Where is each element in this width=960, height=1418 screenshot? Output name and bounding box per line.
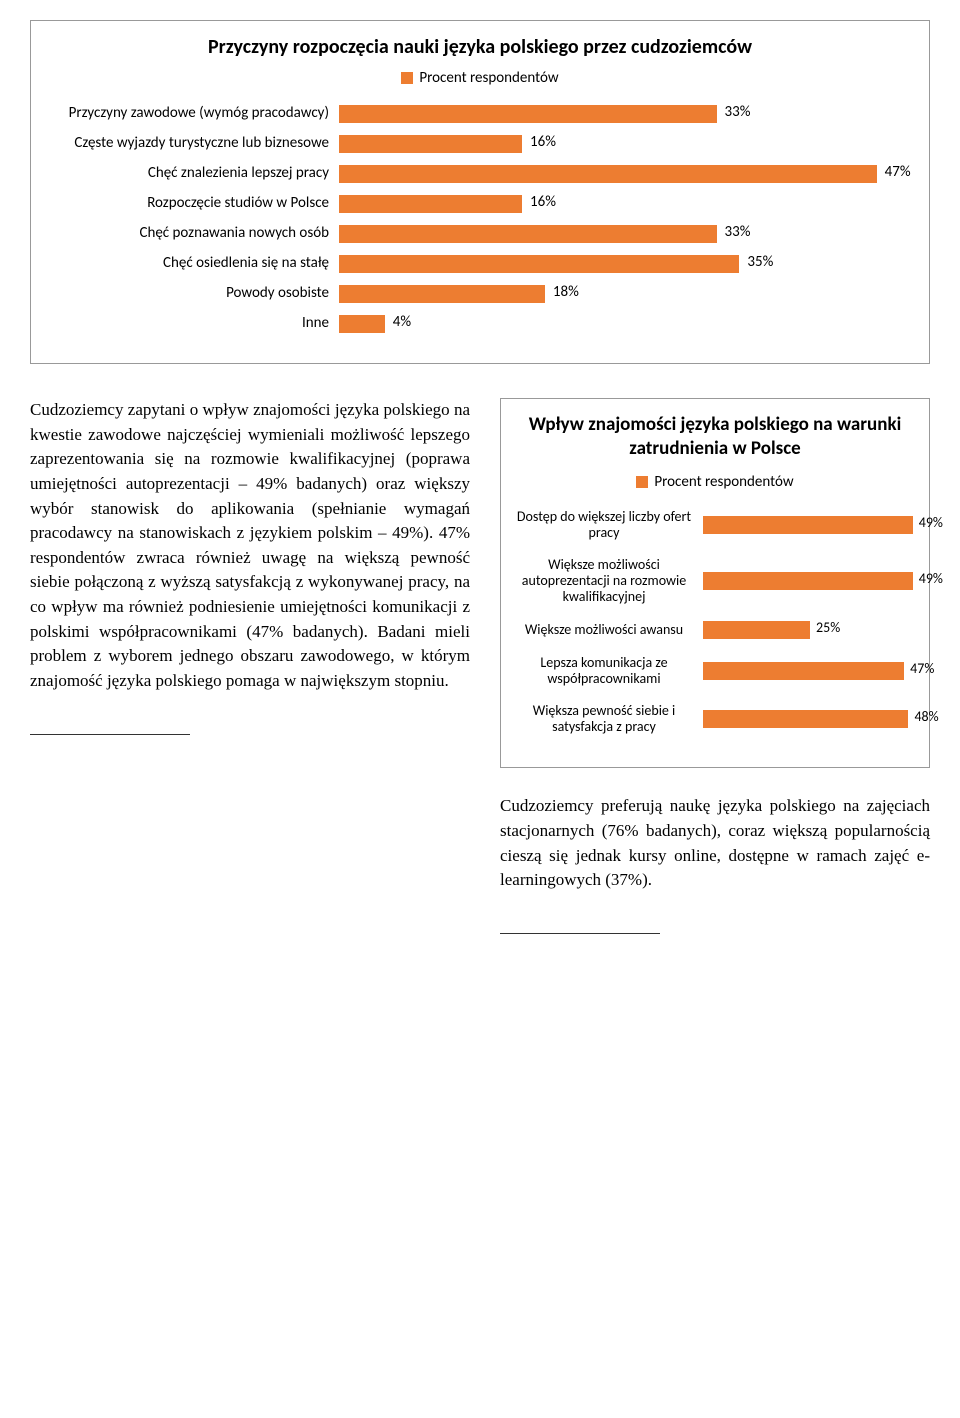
chart1-row: Powody osobiste 18% — [49, 285, 911, 303]
chart1-row: Chęć osiedlenia się na stałę 35% — [49, 255, 911, 273]
chart1-bar-value: 47% — [885, 163, 911, 181]
chart1-row: Rozpoczęcie studiów w Polsce 16% — [49, 195, 911, 213]
chart1-bar-track: 33% — [339, 225, 911, 243]
chart2-bar-value: 25% — [816, 619, 840, 636]
chart2-row: Większe możliwości autoprezentacji na ro… — [513, 557, 917, 605]
chart2-row: Większa pewność siebie i satysfakcja z p… — [513, 703, 917, 735]
chart2-bar-track: 48% — [703, 710, 917, 728]
chart1-bar-fill — [339, 285, 545, 303]
chart1-bar-fill — [339, 135, 522, 153]
chart2-bar-value: 48% — [914, 708, 938, 725]
chart1-bar-value: 35% — [747, 253, 773, 271]
chart1-row: Częste wyjazdy turystyczne lub biznesowe… — [49, 135, 911, 153]
chart2-bar-track: 49% — [703, 572, 917, 590]
chart2-bar-track: 49% — [703, 516, 917, 534]
left-paragraph: Cudzoziemcy zapytani o wpływ znajomości … — [30, 398, 470, 694]
chart1-row: Chęć znalezienia lepszej pracy 47% — [49, 165, 911, 183]
chart1-bar-value: 18% — [553, 283, 579, 301]
chart1-bar-value: 33% — [725, 103, 751, 121]
chart1-bar-fill — [339, 225, 717, 243]
chart1-row: Inne 4% — [49, 315, 911, 333]
impact-chart: Wpływ znajomości języka polskiego na war… — [500, 398, 930, 768]
chart2-row: Większe możliwości awansu 25% — [513, 621, 917, 639]
chart1-bar-fill — [339, 315, 385, 333]
chart1-bar-label: Chęć osiedlenia się na stałę — [49, 255, 339, 272]
chart1-bar-track: 4% — [339, 315, 911, 333]
footnote-rule-left — [30, 734, 190, 735]
chart1-bar-fill — [339, 105, 717, 123]
chart1-bar-label: Rozpoczęcie studiów w Polsce — [49, 195, 339, 212]
chart2-bar-label: Większe możliwości awansu — [513, 622, 703, 638]
chart2-bar-fill — [703, 662, 904, 680]
left-column: Cudzoziemcy zapytani o wpływ znajomości … — [30, 398, 470, 934]
chart1-bar-fill — [339, 165, 877, 183]
right-paragraph: Cudzoziemcy preferują naukę języka polsk… — [500, 794, 930, 893]
chart1-bar-track: 16% — [339, 135, 911, 153]
chart2-bar-track: 25% — [703, 621, 917, 639]
chart1-row: Chęć poznawania nowych osób 33% — [49, 225, 911, 243]
chart2-bar-fill — [703, 572, 913, 590]
chart1-bar-label: Powody osobiste — [49, 285, 339, 302]
right-column: Wpływ znajomości języka polskiego na war… — [500, 398, 930, 934]
chart2-bar-fill — [703, 621, 810, 639]
chart1-legend-text: Procent respondentów — [419, 69, 558, 87]
chart2-bar-value: 47% — [910, 660, 934, 677]
chart1-bar-track: 35% — [339, 255, 911, 273]
chart2-bar-label: Większa pewność siebie i satysfakcja z p… — [513, 703, 703, 735]
legend-swatch — [401, 72, 413, 84]
chart2-bar-track: 47% — [703, 662, 917, 680]
chart1-row: Przyczyny zawodowe (wymóg pracodawcy) 33% — [49, 105, 911, 123]
chart1-legend: Procent respondentów — [49, 69, 911, 87]
content-columns: Cudzoziemcy zapytani o wpływ znajomości … — [30, 398, 930, 934]
chart2-bar-value: 49% — [919, 570, 943, 587]
chart1-bar-label: Częste wyjazdy turystyczne lub biznesowe — [49, 135, 339, 152]
chart1-bar-label: Przyczyny zawodowe (wymóg pracodawcy) — [49, 105, 339, 122]
chart1-bar-track: 47% — [339, 165, 911, 183]
chart1-bar-fill — [339, 255, 739, 273]
chart1-bar-track: 16% — [339, 195, 911, 213]
chart1-bar-value: 16% — [530, 193, 556, 211]
chart1-title: Przyczyny rozpoczęcia nauki języka polsk… — [49, 35, 911, 59]
chart1-bar-value: 4% — [393, 313, 411, 331]
chart1-bar-label: Inne — [49, 315, 339, 332]
reasons-chart: Przyczyny rozpoczęcia nauki języka polsk… — [30, 20, 930, 364]
chart2-bar-value: 49% — [919, 514, 943, 531]
chart2-row: Lepsza komunikacja ze współpracownikami4… — [513, 655, 917, 687]
chart2-bar-label: Lepsza komunikacja ze współpracownikami — [513, 655, 703, 687]
legend-swatch — [636, 476, 648, 488]
chart1-bar-value: 16% — [530, 133, 556, 151]
chart1-bar-label: Chęć znalezienia lepszej pracy — [49, 165, 339, 182]
chart1-bar-fill — [339, 195, 522, 213]
chart2-legend-text: Procent respondentów — [654, 473, 793, 491]
footnote-rule-right — [500, 933, 660, 934]
chart1-bar-value: 33% — [725, 223, 751, 241]
chart2-bar-fill — [703, 710, 908, 728]
chart1-bar-track: 33% — [339, 105, 911, 123]
chart2-row: Dostęp do większej liczby ofert pracy49% — [513, 509, 917, 541]
chart1-bar-label: Chęć poznawania nowych osób — [49, 225, 339, 242]
chart1-bar-track: 18% — [339, 285, 911, 303]
chart2-legend: Procent respondentów — [513, 473, 917, 491]
chart2-bar-label: Dostęp do większej liczby ofert pracy — [513, 509, 703, 541]
chart2-title: Wpływ znajomości języka polskiego na war… — [513, 413, 917, 461]
chart2-bar-fill — [703, 516, 913, 534]
chart2-bar-label: Większe możliwości autoprezentacji na ro… — [513, 557, 703, 605]
